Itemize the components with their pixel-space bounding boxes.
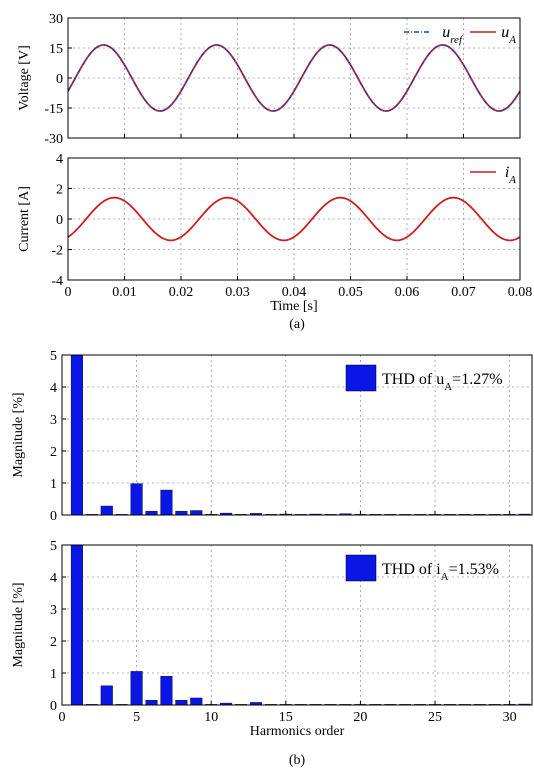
x-axis-label: Harmonics order <box>250 724 345 739</box>
y-tick-label: -2 <box>51 244 63 259</box>
y-tick-label: 0 <box>56 72 63 87</box>
x-tick-label: 0.07 <box>451 285 476 300</box>
legend-swatch <box>345 364 377 392</box>
y-tick-label: -30 <box>44 132 63 147</box>
x-tick-label: 25 <box>428 710 442 725</box>
legend-label-sub: A <box>444 381 452 393</box>
y-tick-label: 3 <box>50 413 57 428</box>
y-tick-label: 1 <box>50 477 57 492</box>
bar <box>100 685 113 706</box>
x-tick-label: 0.01 <box>112 285 137 300</box>
bar <box>160 676 173 706</box>
legend-label-sub: A <box>441 571 449 583</box>
y-tick-label: 4 <box>50 571 57 586</box>
y-tick-label: 0 <box>50 509 57 524</box>
legend-label: uA <box>501 24 516 46</box>
current-plot: 420-2-40 0.01 0.02 0.03 0.04 0.05 0.06 0.07 0.08… <box>17 152 532 314</box>
bar <box>145 510 158 516</box>
plot-border <box>61 544 533 706</box>
y-tick-label: 0 <box>56 213 63 228</box>
x-axis-label: Time [s] <box>270 299 317 314</box>
y-tick-label: 15 <box>49 42 63 57</box>
y-tick-label: 5 <box>50 539 57 554</box>
legend-label: THD of uA=1.27% <box>382 371 503 393</box>
bar <box>190 697 203 706</box>
legend-label: iA <box>505 164 516 186</box>
bar <box>70 544 83 706</box>
bar <box>70 354 83 516</box>
x-tick-label: 0 <box>65 285 72 300</box>
x-tick-label: 0.08 <box>508 285 533 300</box>
y-tick-label: 4 <box>56 152 63 167</box>
x-tick-label: 15 <box>279 710 293 725</box>
y-tick-label: 4 <box>50 381 57 396</box>
legend-label-main: u <box>442 24 450 41</box>
caption-b: (b) <box>289 753 306 768</box>
legend-label-sub: A <box>508 174 516 186</box>
x-tick-label: 0.05 <box>338 285 363 300</box>
y-tick-label: 2 <box>50 635 57 650</box>
series-line <box>67 196 521 242</box>
plot-border <box>67 17 521 139</box>
caption-a: (a) <box>289 317 305 332</box>
bar <box>175 510 188 516</box>
legend-label-prefix: THD of u <box>382 371 444 388</box>
voltage-harmonics-plot: 5 4 3 2 1 0 Magnitude [%] THD of uA=1.27% <box>11 349 533 524</box>
y-tick-label: 2 <box>56 183 63 198</box>
x-tick-label: 0.02 <box>169 285 194 300</box>
x-tick-label: 20 <box>353 710 367 725</box>
x-tick-label: 0.04 <box>282 285 307 300</box>
bar <box>130 671 143 706</box>
plot-border <box>61 354 533 516</box>
legend-label-sub: ref <box>450 34 464 46</box>
legend-label: THD of iA=1.53% <box>382 561 499 583</box>
legend-label-suffix: =1.27% <box>452 371 502 388</box>
x-tick-label: 30 <box>503 710 517 725</box>
y-tick-label: 5 <box>50 349 57 364</box>
legend-label-prefix: THD of i <box>382 561 441 578</box>
legend-label: uref <box>442 24 464 46</box>
y-tick-label: -15 <box>44 102 63 117</box>
bar <box>145 700 158 706</box>
x-tick-label: 10 <box>204 710 218 725</box>
plot-border <box>67 157 521 281</box>
y-tick-label: 1 <box>50 667 57 682</box>
y-tick-label: -4 <box>51 274 63 289</box>
y-tick-label: 30 <box>49 12 63 27</box>
y-tick-label: 2 <box>50 445 57 460</box>
bar <box>130 483 143 516</box>
legend-label-main: u <box>501 24 509 41</box>
bar <box>190 510 203 516</box>
legend-label-main: i <box>505 164 509 181</box>
bar <box>175 700 188 706</box>
legend-label-suffix: =1.53% <box>449 561 499 578</box>
x-tick-label: 0 <box>59 710 66 725</box>
x-tick-label: 0.06 <box>395 285 420 300</box>
x-tick-label: 5 <box>133 710 140 725</box>
y-axis-label: Voltage [V] <box>17 45 32 110</box>
bar <box>100 505 113 516</box>
y-tick-label: 0 <box>50 699 57 714</box>
legend-label-sub: A <box>508 34 516 46</box>
bar <box>160 489 173 516</box>
y-axis-label: Current [A] <box>17 186 32 252</box>
x-tick-label: 0.03 <box>225 285 250 300</box>
y-tick-label: 3 <box>50 603 57 618</box>
y-axis-label: Magnitude [%] <box>11 582 26 667</box>
series-line <box>67 44 521 112</box>
y-axis-label: Magnitude [%] <box>11 392 26 477</box>
legend-swatch <box>345 554 377 582</box>
